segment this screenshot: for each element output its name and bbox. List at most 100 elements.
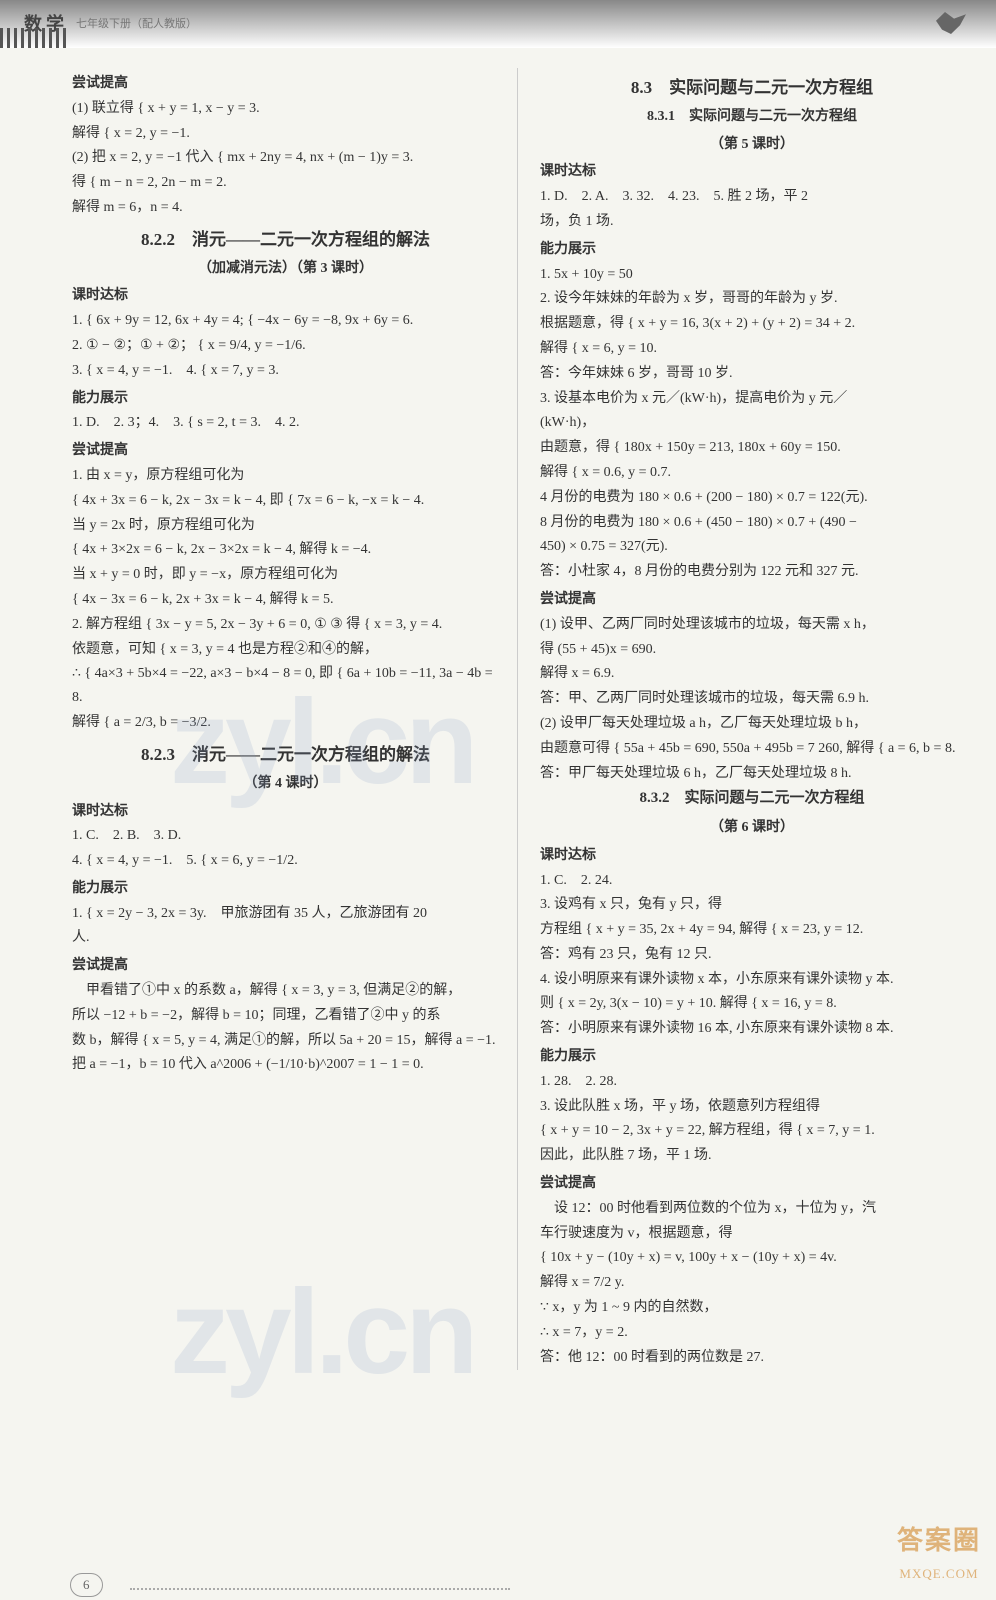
solution-line: (kW·h)， bbox=[540, 411, 964, 435]
section-label: 课时达标 bbox=[72, 800, 499, 824]
solution-line: 1. D. 2. 3；4. 3. { s = 2, t = 3. 4. 2. bbox=[72, 411, 499, 435]
solution-line: 解得 x = 7/2 y. bbox=[540, 1271, 964, 1295]
solution-line: 1. 5x + 10y = 50 bbox=[540, 263, 964, 287]
page-header: 数学 七年级下册（配人教版） bbox=[0, 0, 996, 48]
solution-line: 解得 { x = 0.6, y = 0.7. bbox=[540, 461, 964, 485]
solution-line: 把 a = −1，b = 10 代入 a^2006 + (−1/10·b)^20… bbox=[72, 1053, 499, 1077]
section-label: 尝试提高 bbox=[72, 72, 499, 96]
section-subtitle: （第 5 课时） bbox=[540, 133, 964, 157]
solution-line: 由题意可得 { 55a + 45b = 690, 550a + 495b = 7… bbox=[540, 737, 964, 761]
logo-url: MXQE.COM bbox=[897, 1563, 981, 1585]
solution-line: 2. 设今年妹妹的年龄为 x 岁，哥哥的年龄为 y 岁. bbox=[540, 287, 964, 311]
solution-line: 450) × 0.75 = 327(元). bbox=[540, 535, 964, 559]
solution-line: { 4x + 3×2x = 6 − k, 2x − 3×2x = k − 4, … bbox=[72, 538, 499, 562]
solution-line: (1) 设甲、乙两厂同时处理该城市的垃圾，每天需 x h， bbox=[540, 613, 964, 637]
header-bars-decoration bbox=[0, 28, 70, 48]
solution-line: 根据题意，得 { x + y = 16, 3(x + 2) + (y + 2) … bbox=[540, 312, 964, 336]
bird-icon bbox=[936, 12, 966, 34]
solution-line: { 10x + y − (10y + x) = v, 100y + x − (1… bbox=[540, 1246, 964, 1270]
solution-line: 4 月份的电费为 180 × 0.6 + (200 − 180) × 0.7 =… bbox=[540, 486, 964, 510]
solution-line: 因此，此队胜 7 场，平 1 场. bbox=[540, 1144, 964, 1168]
section-label: 尝试提高 bbox=[540, 1172, 964, 1196]
section-label: 能力展示 bbox=[540, 238, 964, 262]
solution-line: 则 { x = 2y, 3(x − 10) = y + 10. 解得 { x =… bbox=[540, 992, 964, 1016]
solution-line: 3. 设鸡有 x 只，兔有 y 只，得 bbox=[540, 893, 964, 917]
solution-line: 1. { x = 2y − 3, 2x = 3y. 甲旅游团有 35 人，乙旅游… bbox=[72, 902, 499, 926]
section-label: 能力展示 bbox=[72, 387, 499, 411]
solution-line: 1. C. 2. B. 3. D. bbox=[72, 824, 499, 848]
solution-line: 4. 设小明原来有课外读物 x 本，小东原来有课外读物 y 本. bbox=[540, 968, 964, 992]
section-title: 8.3.2 实际问题与二元一次方程组 bbox=[540, 786, 964, 812]
solution-line: 数 b，解得 { x = 5, y = 4, 满足①的解，所以 5a + 20 … bbox=[72, 1029, 499, 1053]
section-label: 尝试提高 bbox=[72, 439, 499, 463]
solution-line: 答：他 12：00 时看到的两位数是 27. bbox=[540, 1346, 964, 1370]
solution-line: 由题意，得 { 180x + 150y = 213, 180x + 60y = … bbox=[540, 436, 964, 460]
solution-line: 答：甲、乙两厂同时处理该城市的垃圾，每天需 6.9 h. bbox=[540, 687, 964, 711]
section-label: 能力展示 bbox=[540, 1045, 964, 1069]
solution-line: 答：小明原来有课外读物 16 本, 小东原来有课外读物 8 本. bbox=[540, 1017, 964, 1041]
grade-label: 七年级下册（配人教版） bbox=[76, 15, 197, 34]
solution-line: 2. ① − ②；① + ②； { x = 9/4, y = −1/6. bbox=[72, 334, 499, 358]
solution-line: 2. 解方程组 { 3x − y = 5, 2x − 3y + 6 = 0, ①… bbox=[72, 613, 499, 637]
solution-line: 依题意，可知 { x = 3, y = 4 也是方程②和④的解， bbox=[72, 638, 499, 662]
solution-line: 解得 m = 6，n = 4. bbox=[72, 196, 499, 220]
solution-line: ∴ { 4a×3 + 5b×4 = −22, a×3 − b×4 − 8 = 0… bbox=[72, 662, 499, 710]
solution-line: 1. C. 2. 24. bbox=[540, 869, 964, 893]
solution-line: { x + y = 10 − 2, 3x + y = 22, 解方程组，得 { … bbox=[540, 1119, 964, 1143]
page-number: 6 bbox=[70, 1573, 103, 1597]
left-column: 尝试提高 (1) 联立得 { x + y = 1, x − y = 3. 解得 … bbox=[60, 68, 518, 1370]
solution-line: 解得 { a = 2/3, b = −3/2. bbox=[72, 711, 499, 735]
section-label: 课时达标 bbox=[540, 160, 964, 184]
solution-line: 答：甲厂每天处理垃圾 6 h，乙厂每天处理垃圾 8 h. bbox=[540, 762, 964, 786]
section-label: 尝试提高 bbox=[540, 588, 964, 612]
solution-line: ∵ x，y 为 1 ~ 9 内的自然数， bbox=[540, 1296, 964, 1320]
solution-line: 场，负 1 场. bbox=[540, 210, 964, 234]
solution-line: 方程组 { x + y = 35, 2x + 4y = 94, 解得 { x =… bbox=[540, 918, 964, 942]
solution-line: 得 (55 + 45)x = 690. bbox=[540, 638, 964, 662]
section-title: 8.3 实际问题与二元一次方程组 bbox=[540, 74, 964, 103]
section-subtitle: （第 6 课时） bbox=[540, 816, 964, 840]
section-subtitle: 8.3.1 实际问题与二元一次方程组 bbox=[540, 105, 964, 129]
solution-line: 甲看错了①中 x 的系数 a，解得 { x = 3, y = 3, 但满足②的解… bbox=[72, 979, 499, 1003]
solution-line: 当 x + y = 0 时，即 y = −x，原方程组可化为 bbox=[72, 563, 499, 587]
solution-line: (2) 设甲厂每天处理垃圾 a h，乙厂每天处理垃圾 b h， bbox=[540, 712, 964, 736]
solution-line: 车行驶速度为 v，根据题意，得 bbox=[540, 1222, 964, 1246]
section-subtitle: （第 4 课时） bbox=[72, 772, 499, 796]
solution-line: 4. { x = 4, y = −1. 5. { x = 6, y = −1/2… bbox=[72, 849, 499, 873]
solution-line: (1) 联立得 { x + y = 1, x − y = 3. bbox=[72, 97, 499, 121]
solution-line: 3. { x = 4, y = −1. 4. { x = 7, y = 3. bbox=[72, 359, 499, 383]
answerkey-logo: 答案圈 MXQE.COM bbox=[897, 1519, 981, 1585]
solution-line: (2) 把 x = 2, y = −1 代入 { mx + 2ny = 4, n… bbox=[72, 146, 499, 170]
solution-line: 8 月份的电费为 180 × 0.6 + (450 − 180) × 0.7 +… bbox=[540, 511, 964, 535]
solution-line: { 4x + 3x = 6 − k, 2x − 3x = k − 4, 即 { … bbox=[72, 489, 499, 513]
solution-line: ∴ x = 7，y = 2. bbox=[540, 1321, 964, 1345]
solution-line: 当 y = 2x 时，原方程组可化为 bbox=[72, 514, 499, 538]
logo-text: 答案圈 bbox=[897, 1519, 981, 1563]
solution-line: 3. 设基本电价为 x 元／(kW·h)，提高电价为 y 元／ bbox=[540, 387, 964, 411]
solution-line: 答：鸡有 23 只，兔有 12 只. bbox=[540, 943, 964, 967]
right-column: 8.3 实际问题与二元一次方程组 8.3.1 实际问题与二元一次方程组 （第 5… bbox=[518, 68, 976, 1370]
section-subtitle: （加减消元法）（第 3 课时） bbox=[72, 257, 499, 281]
solution-line: 人. bbox=[72, 926, 499, 950]
page-footer: 6 bbox=[0, 1573, 996, 1590]
content-area: 尝试提高 (1) 联立得 { x + y = 1, x − y = 3. 解得 … bbox=[0, 48, 996, 1380]
solution-line: 答：小杜家 4，8 月份的电费分别为 122 元和 327 元. bbox=[540, 560, 964, 584]
section-label: 尝试提高 bbox=[72, 954, 499, 978]
solution-line: 解得 x = 6.9. bbox=[540, 662, 964, 686]
solution-line: { 4x − 3x = 6 − k, 2x + 3x = k − 4, 解得 k… bbox=[72, 588, 499, 612]
solution-line: 1. D. 2. A. 3. 32. 4. 23. 5. 胜 2 场，平 2 bbox=[540, 185, 964, 209]
section-title: 8.2.2 消元——二元一次方程组的解法 bbox=[72, 226, 499, 255]
solution-line: 1. 由 x = y，原方程组可化为 bbox=[72, 464, 499, 488]
section-label: 能力展示 bbox=[72, 877, 499, 901]
solution-line: 得 { m − n = 2, 2n − m = 2. bbox=[72, 171, 499, 195]
solution-line: 设 12：00 时他看到两位数的个位为 x，十位为 y，汽 bbox=[540, 1197, 964, 1221]
solution-line: 1. 28. 2. 28. bbox=[540, 1070, 964, 1094]
solution-line: 解得 { x = 6, y = 10. bbox=[540, 337, 964, 361]
solution-line: 所以 −12 + b = −2，解得 b = 10；同理，乙看错了②中 y 的系 bbox=[72, 1004, 499, 1028]
section-title: 8.2.3 消元——二元一次方程组的解法 bbox=[72, 741, 499, 770]
section-label: 课时达标 bbox=[72, 284, 499, 308]
solution-line: 解得 { x = 2, y = −1. bbox=[72, 122, 499, 146]
section-label: 课时达标 bbox=[540, 844, 964, 868]
dotted-line-decoration bbox=[130, 1588, 510, 1590]
solution-line: 1. { 6x + 9y = 12, 6x + 4y = 4; { −4x − … bbox=[72, 309, 499, 333]
